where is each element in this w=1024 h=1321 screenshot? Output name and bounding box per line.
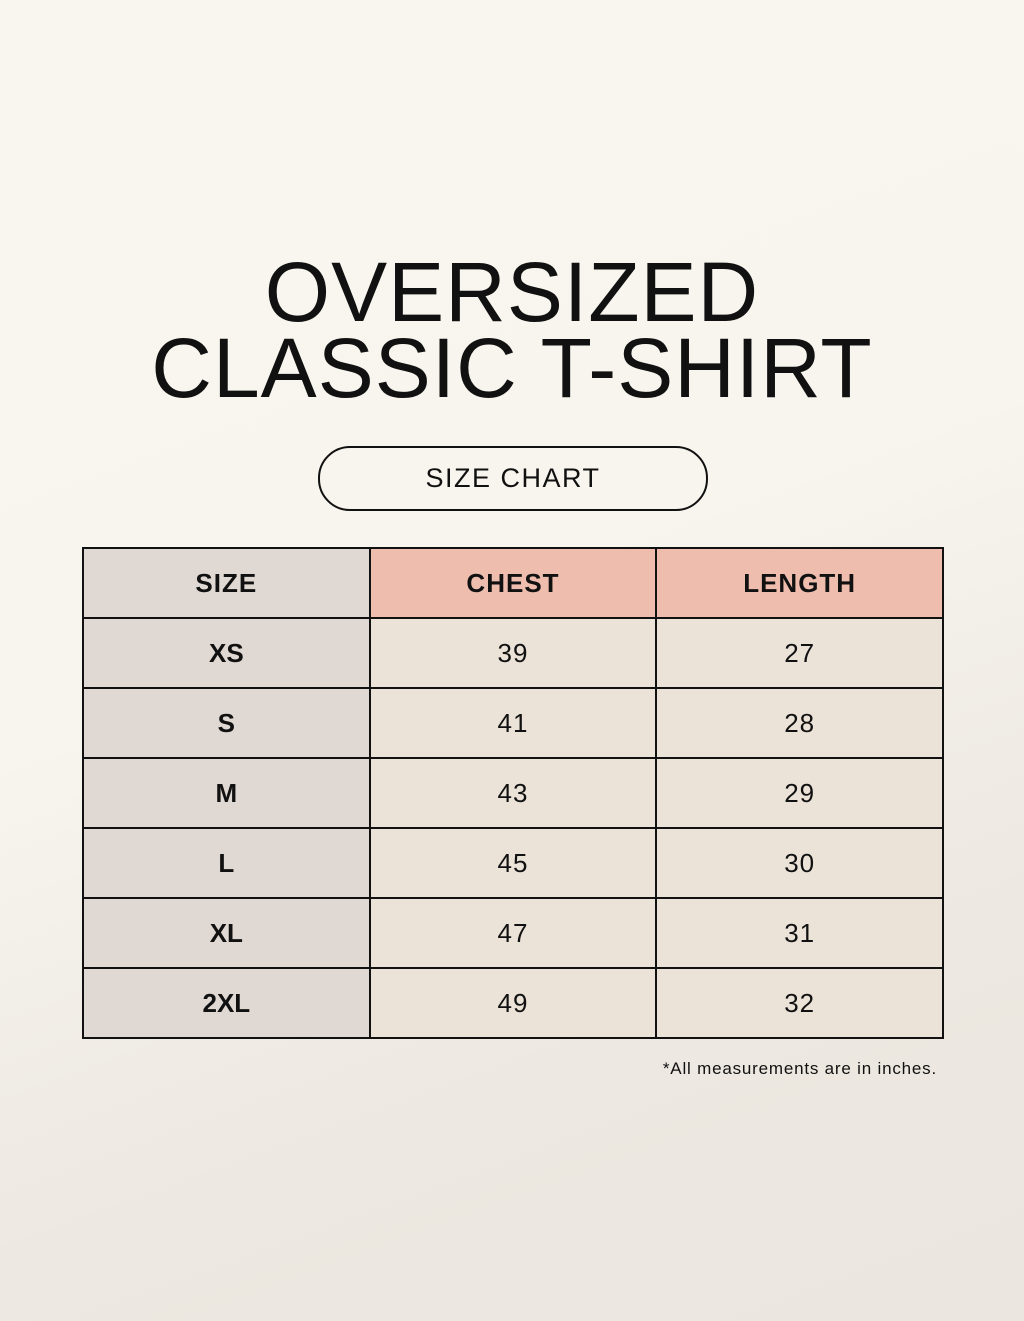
table-header-row: SIZE CHEST LENGTH — [82, 547, 944, 619]
cell-chest: 39 — [368, 617, 658, 689]
title-line-2: CLASSIC T-SHIRT — [151, 321, 873, 415]
cell-chest: 49 — [368, 967, 658, 1039]
table-row: L 45 30 — [82, 827, 944, 899]
table-row: M 43 29 — [82, 757, 944, 829]
cell-length: 30 — [655, 827, 944, 899]
cell-chest: 43 — [368, 757, 658, 829]
size-table: SIZE CHEST LENGTH XS 39 27 S 41 28 M 43 29 L 45 30 X… — [82, 547, 944, 1039]
cell-length: 29 — [655, 757, 944, 829]
table-row: S 41 28 — [82, 687, 944, 759]
cell-length: 31 — [655, 897, 944, 969]
page-title: OVERSIZED CLASSIC T-SHIRT — [0, 245, 1024, 415]
cell-size: XS — [82, 617, 371, 689]
measurement-note: *All measurements are in inches. — [662, 1059, 937, 1078]
cell-chest: 41 — [368, 687, 658, 759]
cell-size: S — [82, 687, 371, 759]
cell-size: M — [82, 757, 371, 829]
size-chart-label: SIZE CHART — [318, 446, 708, 511]
cell-chest: 45 — [368, 827, 658, 899]
title-line-1: OVERSIZED — [264, 245, 760, 339]
cell-size: XL — [82, 897, 371, 969]
cell-size: L — [82, 827, 371, 899]
cell-length: 27 — [655, 617, 944, 689]
header-size: SIZE — [82, 547, 371, 619]
cell-chest: 47 — [368, 897, 658, 969]
table-row: 2XL 49 32 — [82, 967, 944, 1039]
cell-size: 2XL — [82, 967, 371, 1039]
header-chest: CHEST — [368, 547, 658, 619]
table-row: XS 39 27 — [82, 617, 944, 689]
cell-length: 28 — [655, 687, 944, 759]
table-row: XL 47 31 — [82, 897, 944, 969]
cell-length: 32 — [655, 967, 944, 1039]
header-length: LENGTH — [655, 547, 944, 619]
